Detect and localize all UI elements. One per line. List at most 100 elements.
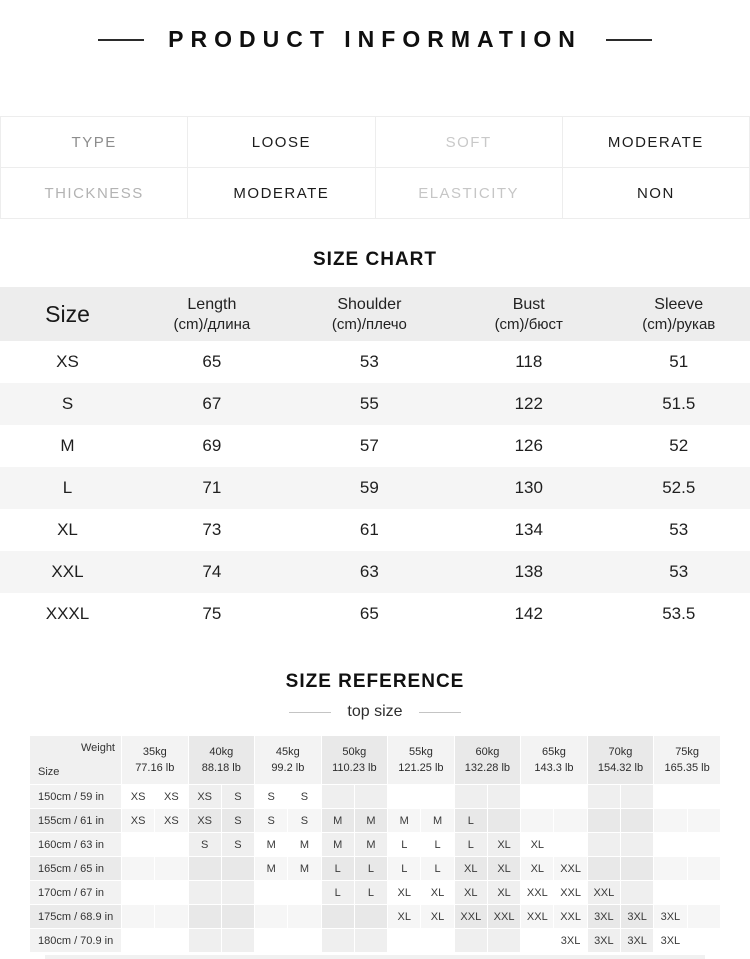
measurement-cell: 73: [135, 509, 289, 551]
measurement-cell: 51.5: [608, 383, 750, 425]
size-recommendation-cell: L: [454, 833, 487, 857]
size-recommendation-cell: [155, 857, 188, 881]
size-recommendation-cell: [221, 905, 254, 929]
measurement-cell: 59: [289, 467, 450, 509]
size-recommendation-cell: XL: [521, 857, 554, 881]
height-label-cell: 170cm / 67 in: [30, 881, 122, 905]
size-recommendation-cell: 3XL: [587, 929, 620, 953]
size-label-cell: XL: [0, 509, 135, 551]
size-recommendation-cell: [521, 785, 554, 809]
size-recommendation-cell: [620, 833, 653, 857]
size-recommendation-cell: XXL: [454, 905, 487, 929]
size-recommendation-cell: XS: [188, 785, 221, 809]
weight-lb-label: 143.3 lb: [521, 760, 587, 776]
size-label-cell: L: [0, 467, 135, 509]
weight-lb-label: 88.18 lb: [189, 760, 255, 776]
size-recommendation-cell: [554, 833, 587, 857]
measurement-cell: 65: [289, 593, 450, 635]
weight-lb-label: 132.28 lb: [455, 760, 521, 776]
attributes-row: THICKNESS MODERATE ELASTICITY NON: [1, 168, 750, 219]
size-recommendation-cell: 3XL: [587, 905, 620, 929]
size-recommendation-cell: XL: [521, 833, 554, 857]
size-recommendation-cell: 3XL: [554, 929, 587, 953]
title-decor-line-right: [606, 39, 652, 41]
size-recommendation-cell: XL: [421, 905, 454, 929]
size-recommendation-cell: [687, 881, 720, 905]
size-reference-subheading: top size: [0, 703, 750, 721]
size-recommendation-cell: [321, 785, 354, 809]
size-recommendation-cell: [554, 785, 587, 809]
size-recommendation-cell: L: [354, 881, 387, 905]
size-recommendation-cell: 3XL: [620, 929, 653, 953]
weight-lb-label: 121.25 lb: [388, 760, 454, 776]
size-reference-subtitle: top size: [347, 703, 402, 721]
size-recommendation-cell: [188, 905, 221, 929]
size-recommendation-cell: S: [288, 809, 321, 833]
measurement-cell: 118: [450, 341, 608, 383]
measurement-cell: 126: [450, 425, 608, 467]
size-recommendation-cell: L: [388, 857, 421, 881]
size-recommendation-cell: [454, 785, 487, 809]
size-recommendation-cell: L: [321, 881, 354, 905]
page-title: PRODUCT INFORMATION: [168, 26, 582, 53]
weight-lb-label: 110.23 lb: [322, 760, 388, 776]
size-recommendation-cell: [620, 809, 653, 833]
size-recommendation-cell: [654, 785, 687, 809]
weight-kg-label: 55kg: [388, 744, 454, 760]
measurement-cell: 51: [608, 341, 750, 383]
attribute-label-type: TYPE: [1, 117, 188, 168]
size-recommendation-cell: [687, 809, 720, 833]
column-header-sublabel: (cm)/рукав: [608, 315, 750, 334]
size-recommendation-cell: [654, 833, 687, 857]
size-recommendation-cell: XL: [487, 857, 520, 881]
size-recommendation-cell: XL: [454, 881, 487, 905]
size-recommendation-cell: [155, 905, 188, 929]
size-recommendation-cell: XXL: [521, 905, 554, 929]
size-recommendation-cell: [122, 857, 155, 881]
size-recommendation-cell: M: [288, 833, 321, 857]
size-recommendation-cell: XXL: [554, 881, 587, 905]
measurement-cell: 63: [289, 551, 450, 593]
size-recommendation-cell: [155, 929, 188, 953]
size-recommendation-cell: XL: [487, 881, 520, 905]
size-recommendation-cell: [487, 809, 520, 833]
size-recommendation-cell: [188, 881, 221, 905]
size-recommendation-cell: [554, 809, 587, 833]
size-recommendation-cell: [388, 929, 421, 953]
size-recommendation-cell: M: [255, 833, 288, 857]
size-recommendation-cell: M: [321, 809, 354, 833]
weight-lb-label: 154.32 lb: [588, 760, 654, 776]
size-recommendation-cell: [587, 785, 620, 809]
size-recommendation-cell: [255, 905, 288, 929]
size-recommendation-cell: [454, 929, 487, 953]
size-recommendation-cell: XL: [487, 833, 520, 857]
size-recommendation-cell: XXL: [554, 857, 587, 881]
size-label-cell: XXXL: [0, 593, 135, 635]
bottom-divider: [45, 955, 705, 959]
attribute-label-thickness: THICKNESS: [1, 168, 188, 219]
size-recommendation-cell: [421, 785, 454, 809]
size-reference-title: SIZE REFERENCE: [0, 671, 750, 693]
column-header-label: Size: [0, 304, 135, 324]
size-recommendation-cell: S: [221, 785, 254, 809]
size-recommendation-cell: [487, 929, 520, 953]
size-recommendation-cell: [620, 857, 653, 881]
size-recommendation-cell: L: [421, 857, 454, 881]
weight-kg-label: 40kg: [189, 744, 255, 760]
size-recommendation-cell: [221, 929, 254, 953]
size-recommendation-cell: [122, 929, 155, 953]
attribute-value-thickness: MODERATE: [188, 168, 375, 219]
page-header: PRODUCT INFORMATION: [0, 0, 750, 53]
size-recommendation-cell: [587, 809, 620, 833]
size-label-cell: S: [0, 383, 135, 425]
size-recommendation-cell: XS: [155, 809, 188, 833]
